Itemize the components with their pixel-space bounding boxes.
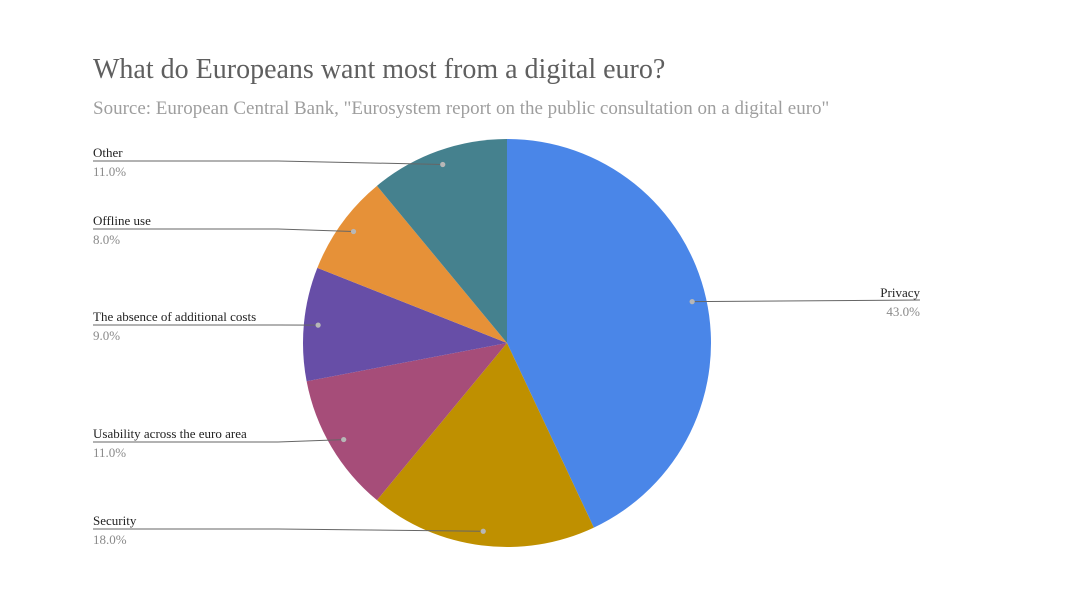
- slice-label: Usability across the euro area: [93, 426, 247, 441]
- slice-percentage: 18.0%: [93, 532, 127, 547]
- pie-slices: [303, 139, 711, 548]
- leader-line: [93, 439, 344, 443]
- leader-line: [93, 160, 443, 165]
- slice-label: Offline use: [93, 213, 151, 228]
- slice-label: Privacy: [880, 285, 920, 300]
- slice-label-group-other: Other 11.0%: [93, 145, 446, 179]
- pie-slice-privacy: [507, 139, 711, 528]
- chart-title: What do Europeans want most from a digit…: [93, 54, 666, 85]
- slice-label: Security: [93, 513, 137, 528]
- slice-percentage: 8.0%: [93, 232, 120, 247]
- slice-label-group-usability-across-the-euro-area: Usability across the euro area 11.0%: [93, 426, 347, 460]
- slice-percentage: 43.0%: [886, 304, 920, 319]
- leader-line: [93, 528, 484, 532]
- slice-dot: [315, 322, 321, 328]
- slice-percentage: 11.0%: [93, 164, 126, 179]
- slice-label: Other: [93, 145, 123, 160]
- slice-dot: [350, 228, 357, 235]
- pie-slice-security: [376, 343, 594, 548]
- leader-line: [93, 228, 354, 232]
- leader-line: [692, 299, 921, 303]
- pie-slice-the-absence-of-additional-costs: [303, 267, 507, 382]
- slice-percentage: 11.0%: [93, 445, 126, 460]
- slice-dot: [341, 436, 347, 443]
- pie-slice-other: [376, 139, 507, 343]
- slice-label-group-security: Security 18.0%: [93, 513, 486, 547]
- slice-percentage: 9.0%: [93, 328, 120, 343]
- chart-subtitle: Source: European Central Bank, "Eurosyst…: [93, 98, 830, 119]
- slice-label-group-privacy: Privacy 43.0%: [689, 285, 921, 319]
- slice-label-group-the-absence-of-additional-costs: The absence of additional costs 9.0%: [93, 309, 321, 343]
- slice-dot: [689, 299, 695, 305]
- slice-label: The absence of additional costs: [93, 309, 256, 324]
- slice-dot: [440, 161, 446, 168]
- slice-label-group-offline-use: Offline use 8.0%: [93, 213, 357, 247]
- pie-slice-offline-use: [317, 185, 507, 343]
- slice-dot: [480, 528, 486, 534]
- pie-slice-usability-across-the-euro-area: [306, 343, 507, 501]
- pie-labels: Privacy 43.0% Security 18.0% Usability acros…: [93, 145, 920, 547]
